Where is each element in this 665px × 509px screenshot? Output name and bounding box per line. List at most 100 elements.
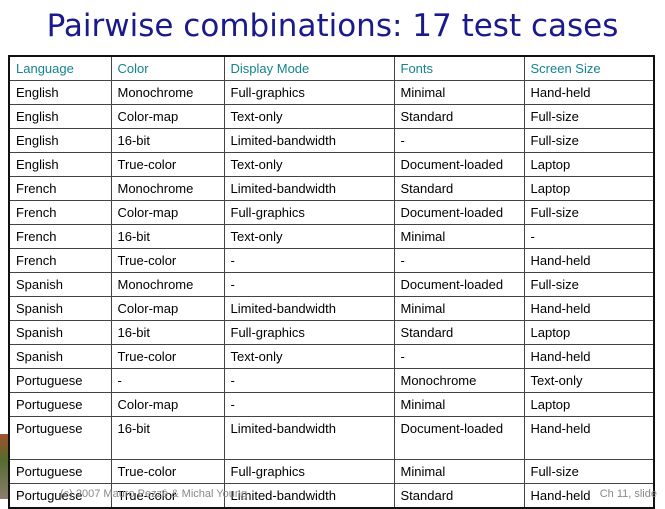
cell-language: Portuguese xyxy=(8,416,112,460)
cell-fonts: Minimal xyxy=(393,392,525,417)
header-display-mode: Display Mode xyxy=(223,55,395,81)
header-color: Color xyxy=(110,55,225,81)
cell-language: Portuguese xyxy=(8,459,112,484)
cell-display-mode: Full-graphics xyxy=(223,320,395,345)
cell-screen-size: Laptop xyxy=(523,176,655,201)
cell-color: Color-map xyxy=(110,104,225,129)
footer-slide-number: Ch 11, slide xyxy=(599,488,657,500)
cell-language: Spanish xyxy=(8,272,112,297)
cell-display-mode: - xyxy=(223,368,395,393)
cell-display-mode: Full-graphics xyxy=(223,200,395,225)
cell-language: French xyxy=(8,200,112,225)
cell-fonts: Minimal xyxy=(393,459,525,484)
cell-language: English xyxy=(8,152,112,177)
cell-screen-size: Hand-held xyxy=(523,248,655,273)
table-row: English True-color Text-only Document-loade… xyxy=(8,152,655,177)
cell-color: Color-map xyxy=(110,296,225,321)
table-row: English 16-bit Limited-bandwidth - Full-size xyxy=(8,128,655,153)
cell-fonts: Standard xyxy=(393,176,525,201)
cell-screen-size: Full-size xyxy=(523,128,655,153)
cell-language: Spanish xyxy=(8,344,112,369)
table-row: Portuguese 16-bit Limited-bandwidth Documen… xyxy=(8,416,655,460)
cell-display-mode: Text-only xyxy=(223,152,395,177)
slide-footer: (c) 2007 Mauro Pezzè & Michal Young Ch 1… xyxy=(60,488,665,500)
cell-screen-size: Hand-held xyxy=(523,296,655,321)
cell-fonts: Document-loaded xyxy=(393,200,525,225)
cell-fonts: - xyxy=(393,248,525,273)
cell-color: True-color xyxy=(110,152,225,177)
table-row: Spanish True-color Text-only - Hand-held xyxy=(8,344,655,369)
cell-display-mode: Limited-bandwidth xyxy=(223,176,395,201)
cell-screen-size: Text-only xyxy=(523,368,655,393)
cell-display-mode: Text-only xyxy=(223,224,395,249)
cell-fonts: Minimal xyxy=(393,224,525,249)
test-cases-table: Language Color Display Mode Fonts Screen… xyxy=(8,55,655,509)
cell-color: 16-bit xyxy=(110,416,225,460)
cell-color: - xyxy=(110,368,225,393)
cell-color: Color-map xyxy=(110,200,225,225)
cell-screen-size: Hand-held xyxy=(523,80,655,105)
cell-color: 16-bit xyxy=(110,320,225,345)
cell-language: French xyxy=(8,248,112,273)
cell-display-mode: Text-only xyxy=(223,344,395,369)
cell-fonts: - xyxy=(393,344,525,369)
cell-color: True-color xyxy=(110,248,225,273)
cell-language: Spanish xyxy=(8,296,112,321)
table-row: Portuguese Color-map - Minimal Laptop xyxy=(8,392,655,417)
cell-display-mode: - xyxy=(223,248,395,273)
cell-screen-size: Full-size xyxy=(523,272,655,297)
cell-language: English xyxy=(8,128,112,153)
cell-language: French xyxy=(8,176,112,201)
cell-screen-size: Hand-held xyxy=(523,416,655,460)
header-language: Language xyxy=(8,55,112,81)
cell-color: Monochrome xyxy=(110,176,225,201)
cell-language: English xyxy=(8,80,112,105)
table-row: French 16-bit Text-only Minimal - xyxy=(8,224,655,249)
cell-fonts: - xyxy=(393,128,525,153)
cell-fonts: Standard xyxy=(393,104,525,129)
cell-fonts: Document-loaded xyxy=(393,272,525,297)
cell-fonts: Minimal xyxy=(393,80,525,105)
cell-screen-size: Laptop xyxy=(523,152,655,177)
cell-display-mode: - xyxy=(223,272,395,297)
cell-display-mode: Text-only xyxy=(223,104,395,129)
cell-screen-size: - xyxy=(523,224,655,249)
logo-image xyxy=(0,434,8,499)
cell-color: 16-bit xyxy=(110,128,225,153)
table-header-row: Language Color Display Mode Fonts Screen… xyxy=(8,55,655,81)
cell-color: 16-bit xyxy=(110,224,225,249)
table-row: Spanish Color-map Limited-bandwidth Minimal… xyxy=(8,296,655,321)
table-row: French Monochrome Limited-bandwidth Standar… xyxy=(8,176,655,201)
header-fonts: Fonts xyxy=(393,55,525,81)
table-row: Spanish 16-bit Full-graphics Standard Laptop xyxy=(8,320,655,345)
cell-screen-size: Full-size xyxy=(523,200,655,225)
cell-fonts: Standard xyxy=(393,320,525,345)
table-row: English Color-map Text-only Standard Full-si… xyxy=(8,104,655,129)
cell-language: French xyxy=(8,224,112,249)
cell-screen-size: Hand-held xyxy=(523,344,655,369)
test-cases-table-container: Language Color Display Mode Fonts Screen… xyxy=(8,55,655,509)
cell-color: Monochrome xyxy=(110,272,225,297)
cell-language: Portuguese xyxy=(8,392,112,417)
cell-color: Monochrome xyxy=(110,80,225,105)
cell-language: Portuguese xyxy=(8,368,112,393)
cell-screen-size: Full-size xyxy=(523,459,655,484)
cell-fonts: Document-loaded xyxy=(393,152,525,177)
cell-language: English xyxy=(8,104,112,129)
table-row: English Monochrome Full-graphics Minimal Han… xyxy=(8,80,655,105)
table-row: Spanish Monochrome - Document-loaded Full-si… xyxy=(8,272,655,297)
table-row: French Color-map Full-graphics Document-loa… xyxy=(8,200,655,225)
cell-screen-size: Full-size xyxy=(523,104,655,129)
cell-color: True-color xyxy=(110,459,225,484)
table-row: Portuguese True-color Full-graphics Minimal… xyxy=(8,459,655,484)
cell-language: Spanish xyxy=(8,320,112,345)
cell-display-mode: Limited-bandwidth xyxy=(223,416,395,460)
cell-display-mode: Limited-bandwidth xyxy=(223,296,395,321)
table-row: Portuguese - - Monochrome Text-only xyxy=(8,368,655,393)
cell-screen-size: Laptop xyxy=(523,320,655,345)
cell-fonts: Document-loaded xyxy=(393,416,525,460)
slide-title: Pairwise combinations: 17 test cases xyxy=(46,8,619,44)
cell-display-mode: Full-graphics xyxy=(223,80,395,105)
cell-fonts: Monochrome xyxy=(393,368,525,393)
cell-display-mode: - xyxy=(223,392,395,417)
